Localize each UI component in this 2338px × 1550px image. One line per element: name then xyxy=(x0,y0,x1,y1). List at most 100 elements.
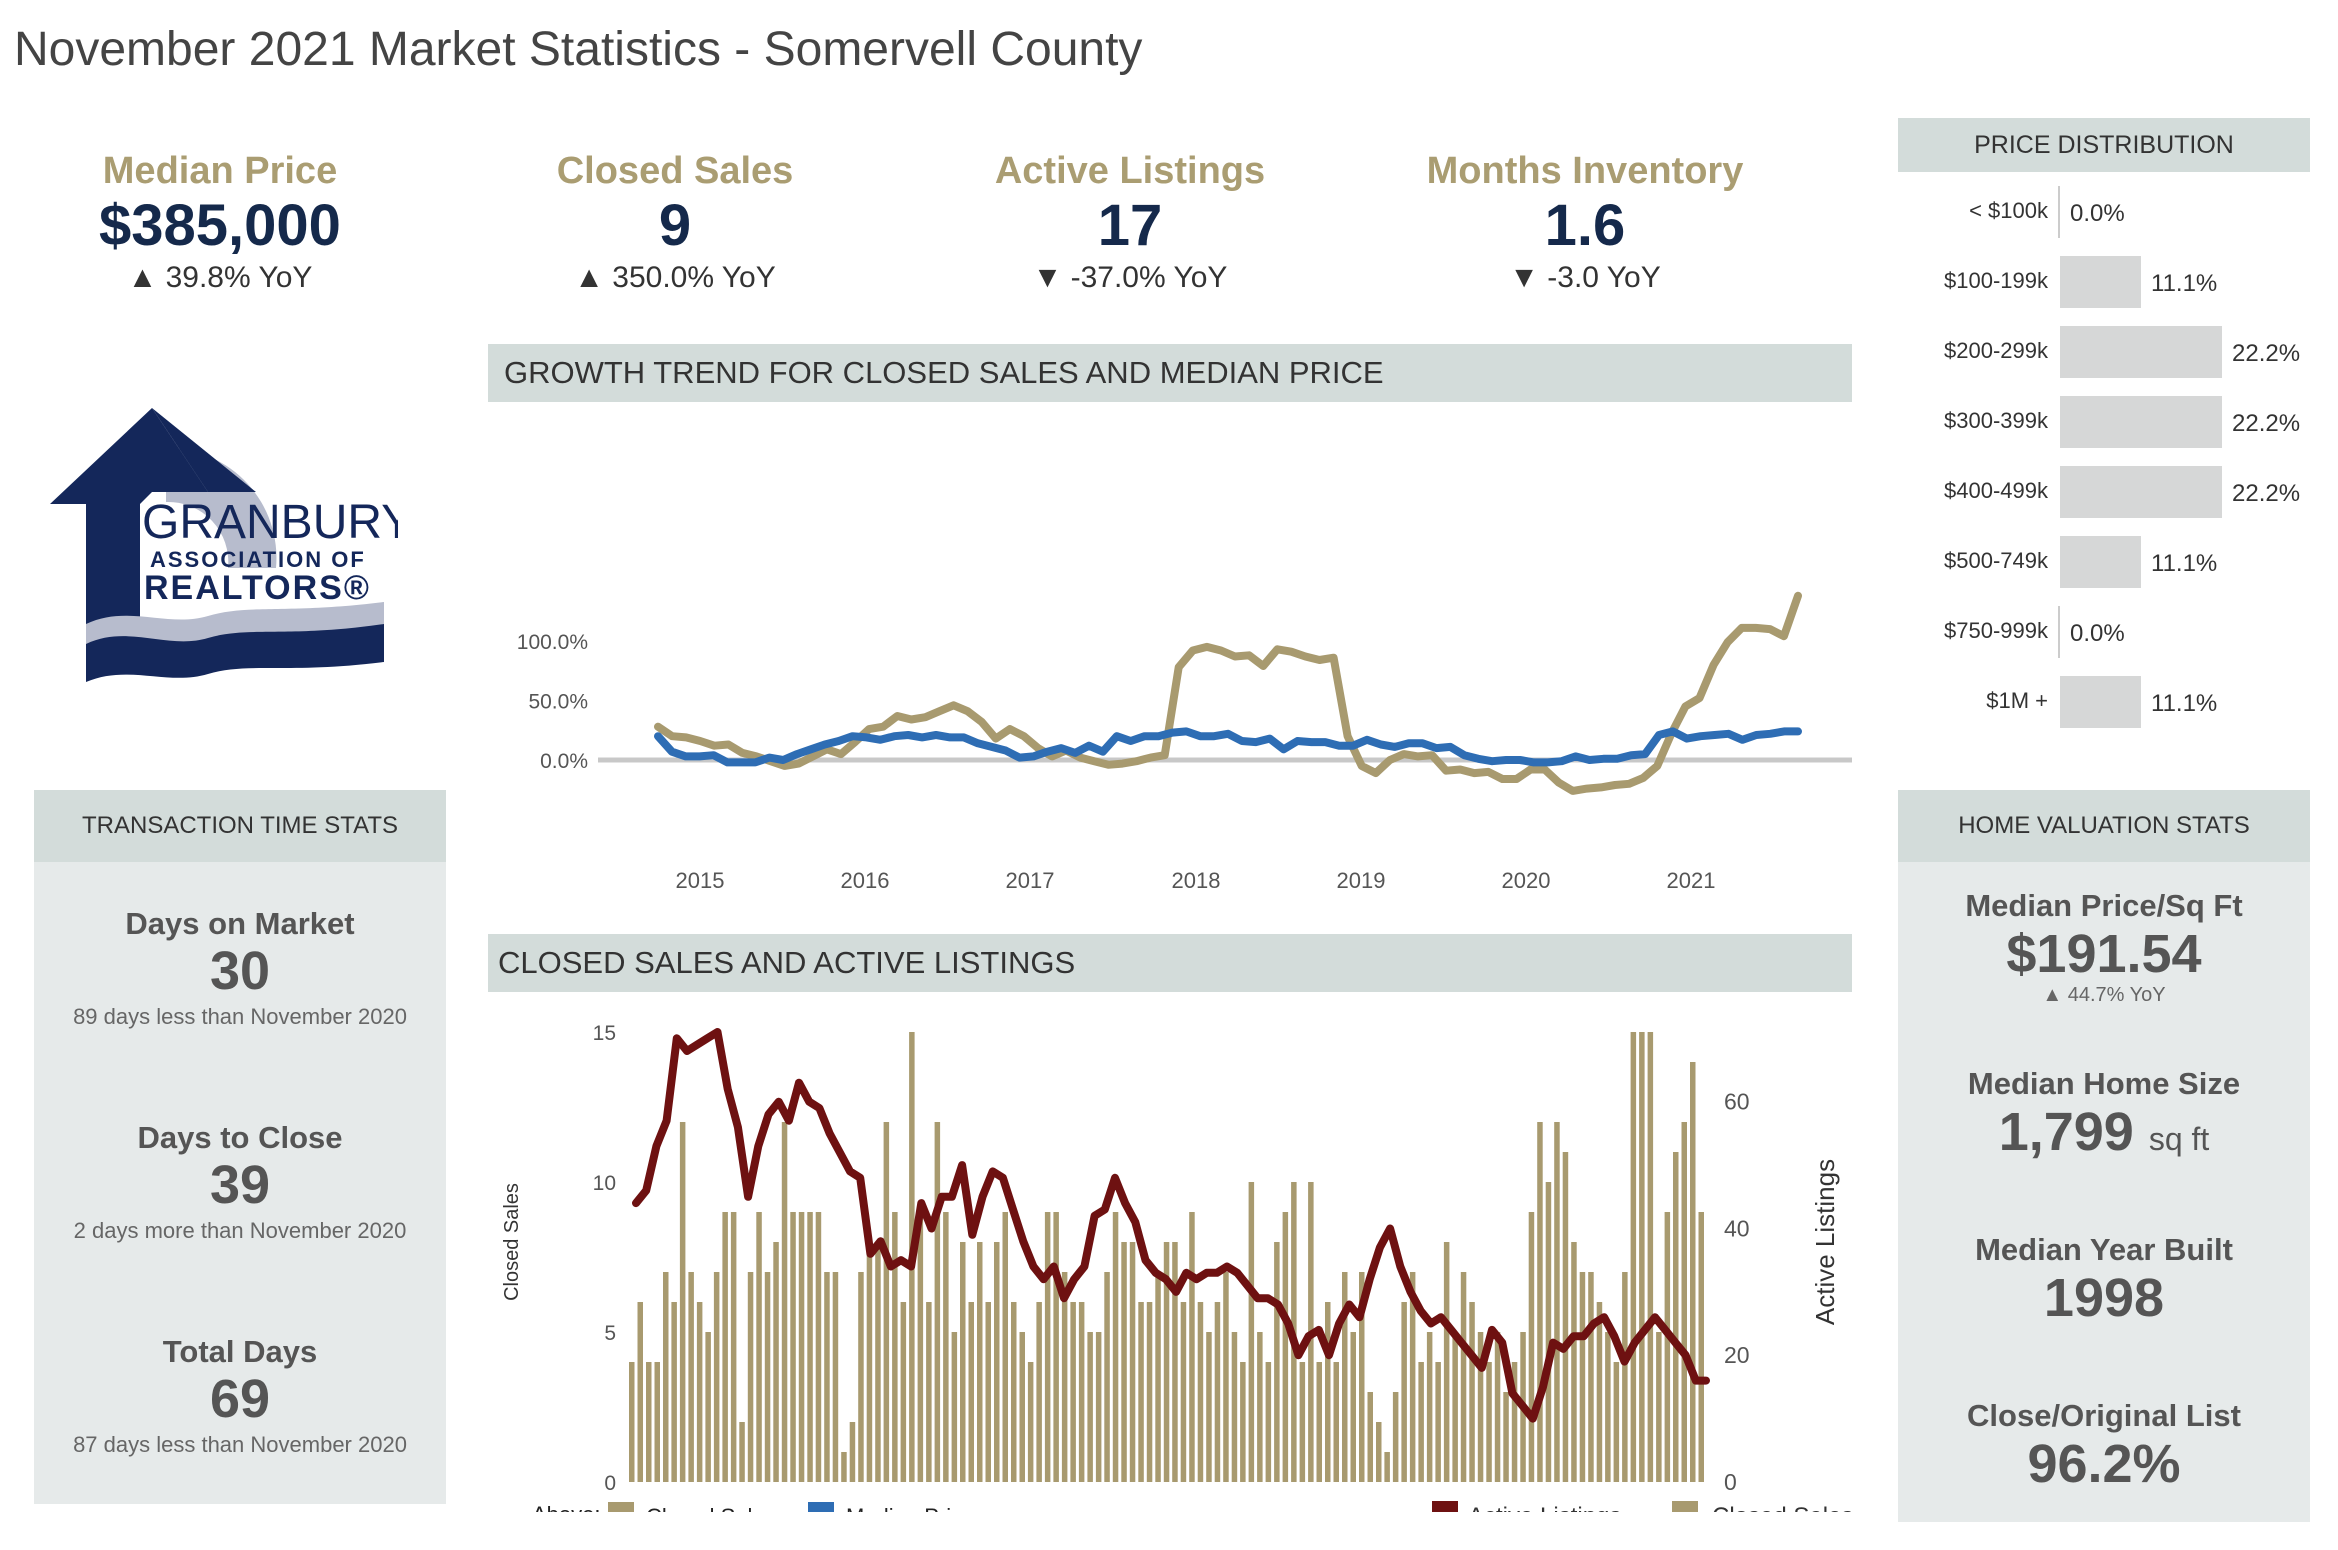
closed-sales-bar xyxy=(917,1212,924,1482)
closed-sales-bar xyxy=(1613,1362,1620,1482)
price-distribution-header: PRICE DISTRIBUTION xyxy=(1898,118,2310,172)
stat-sub: 87 days less than November 2020 xyxy=(73,1432,407,1457)
growth-chart-header: GROWTH TREND FOR CLOSED SALES AND MEDIAN… xyxy=(488,344,1852,402)
median-home-size-stat: Median Home Size 1,799 sq ft xyxy=(1898,1066,2310,1169)
logo-wave-dark xyxy=(86,624,384,682)
legend-swatch-median-price xyxy=(808,1502,834,1512)
closed-sales-bar xyxy=(1596,1302,1603,1482)
closed-sales-bar xyxy=(1112,1212,1119,1482)
kpi-label: Closed Sales xyxy=(556,150,794,192)
stat-label: Median Home Size xyxy=(1967,1066,2241,1101)
price-distribution-row: $200-299k 22.2% xyxy=(1898,326,2310,378)
close-original-list-stat: Close/Original List 96.2% xyxy=(1898,1398,2310,1494)
closed-sales-bar xyxy=(815,1212,822,1482)
closed-sales-bar xyxy=(1605,1332,1611,1482)
closed-sales-bar xyxy=(1231,1332,1238,1482)
left-y-tick-label: 5 xyxy=(604,1322,616,1345)
closed-sales-bar xyxy=(1477,1332,1484,1482)
closed-sales-bar xyxy=(696,1302,703,1482)
closed-sales-bar xyxy=(1503,1392,1509,1482)
closed-sales-bar xyxy=(1469,1302,1475,1482)
median-price-trend-line xyxy=(654,727,1802,767)
closed-sales-bar xyxy=(1333,1362,1339,1482)
legend-swatch-active-listings xyxy=(1432,1501,1458,1512)
kpi-active-listings: Active Listings 17 ▼ -37.0% YoY xyxy=(920,150,1340,295)
price-distribution-pct: 11.1% xyxy=(2151,690,2218,717)
stat-label: Days to Close xyxy=(137,1120,343,1155)
closed-sales-bar xyxy=(773,1242,779,1482)
price-distribution-row: $750-999k 0.0% xyxy=(1898,606,2310,658)
x-tick-label: 2018 xyxy=(1172,868,1221,893)
closed-sales-bar xyxy=(1639,1032,1645,1482)
closed-sales-bar xyxy=(1214,1302,1221,1482)
kpi-closed-sales: Closed Sales 9 ▲ 350.0% YoY xyxy=(465,150,885,295)
closed-sales-bar xyxy=(866,1242,873,1482)
price-distribution-pct: 11.1% xyxy=(2151,270,2218,297)
closed-sales-bar xyxy=(1359,1272,1365,1482)
closed-sales-bar xyxy=(1571,1242,1577,1482)
left-y-tick-label: 15 xyxy=(593,1022,616,1045)
closed-sales-bar xyxy=(1554,1122,1560,1482)
closed-sales-bar xyxy=(1240,1362,1246,1482)
closed-sales-bar xyxy=(1070,1302,1076,1482)
closed-sales-bar xyxy=(1401,1302,1407,1482)
stat-label: Days on Market xyxy=(125,906,355,941)
closed-sales-bar xyxy=(968,1302,974,1482)
closed-sales-bar xyxy=(960,1242,966,1482)
x-tick-label: 2021 xyxy=(1667,868,1716,893)
closed-sales-bar xyxy=(713,1272,720,1482)
stat-label: Total Days xyxy=(162,1334,318,1369)
closed-sales-bar xyxy=(1409,1272,1416,1482)
kpi-months-inventory: Months Inventory 1.6 ▼ -3.0 YoY xyxy=(1375,150,1795,295)
logo-text-realtors: REALTORS® xyxy=(144,569,371,607)
stat-value: 39 xyxy=(209,1155,271,1215)
closed-sales-bar xyxy=(807,1212,813,1482)
closed-sales-bar xyxy=(1146,1302,1153,1482)
legend-label-median-price: Median Price xyxy=(846,1504,974,1512)
stat-value: 1,799 xyxy=(1998,1102,2134,1162)
kpi-yoy: ▼ -3.0 YoY xyxy=(1509,261,1661,294)
closed-sales-bar xyxy=(654,1362,660,1482)
closed-sales-bar xyxy=(679,1122,686,1482)
closed-sales-bar xyxy=(730,1212,737,1482)
kpi-median-price: Median Price $385,000 ▲ 39.8% YoY xyxy=(10,150,430,295)
legend-swatch-closed-sales-right xyxy=(1672,1501,1698,1512)
closed-sales-bar xyxy=(1197,1302,1204,1482)
stat-unit: sq ft xyxy=(2148,1121,2210,1157)
x-tick-label: 2016 xyxy=(841,868,890,893)
closed-sales-bar xyxy=(1376,1422,1382,1482)
closed-sales-bar xyxy=(1664,1212,1671,1482)
left-y-tick-label: 0 xyxy=(604,1472,616,1495)
logo-house-arrow xyxy=(50,408,208,642)
price-range-label: $200-299k xyxy=(1944,338,2048,363)
closed-sales-bar xyxy=(1435,1362,1441,1482)
closed-sales-bar xyxy=(798,1212,805,1482)
stat-value: 1998 xyxy=(2043,1268,2165,1328)
stat-value: 30 xyxy=(209,941,271,1001)
legend-above-label: Above: xyxy=(532,1502,601,1512)
transaction-stats-header: TRANSACTION TIME STATS xyxy=(34,790,446,862)
closed-sales-bar xyxy=(1095,1332,1102,1482)
transaction-stats-panel: Days on Market 30 89 days less than Nove… xyxy=(34,862,446,1504)
closed-sales-bar xyxy=(1163,1242,1170,1482)
price-range-label: $100-199k xyxy=(1944,268,2048,293)
y-tick-label: 100.0% xyxy=(517,631,588,654)
closed-sales-bar xyxy=(1316,1362,1322,1482)
closed-sales-bar xyxy=(722,1212,728,1482)
granbury-logo: GRANBURY ASSOCIATION OF REALTORS® xyxy=(50,408,398,682)
median-price-sqft-stat: Median Price/Sq Ft $191.54 ▲ 44.7% YoY xyxy=(1898,888,2310,1007)
closed-sales-bar xyxy=(1061,1272,1068,1482)
price-distribution-bar xyxy=(2060,676,2141,728)
closed-sales-bar xyxy=(1155,1272,1161,1482)
legend-label-closed-sales-right: Closed Sales xyxy=(1712,1503,1852,1512)
legend-label-closed-sales: Closed Sales xyxy=(646,1504,776,1512)
stat-sub: 2 days more than November 2020 xyxy=(73,1218,407,1243)
closed-sales-bar xyxy=(747,1272,754,1482)
closed-sales-bar xyxy=(637,1302,643,1482)
price-distribution-pct: 22.2% xyxy=(2232,340,2301,367)
closed-sales-bar xyxy=(883,1122,890,1482)
kpi-label: Months Inventory xyxy=(1426,150,1744,192)
closed-sales-bar xyxy=(1579,1272,1586,1482)
kpi-label: Median Price xyxy=(102,150,338,192)
right-y-tick-label: 0 xyxy=(1724,1469,1737,1495)
